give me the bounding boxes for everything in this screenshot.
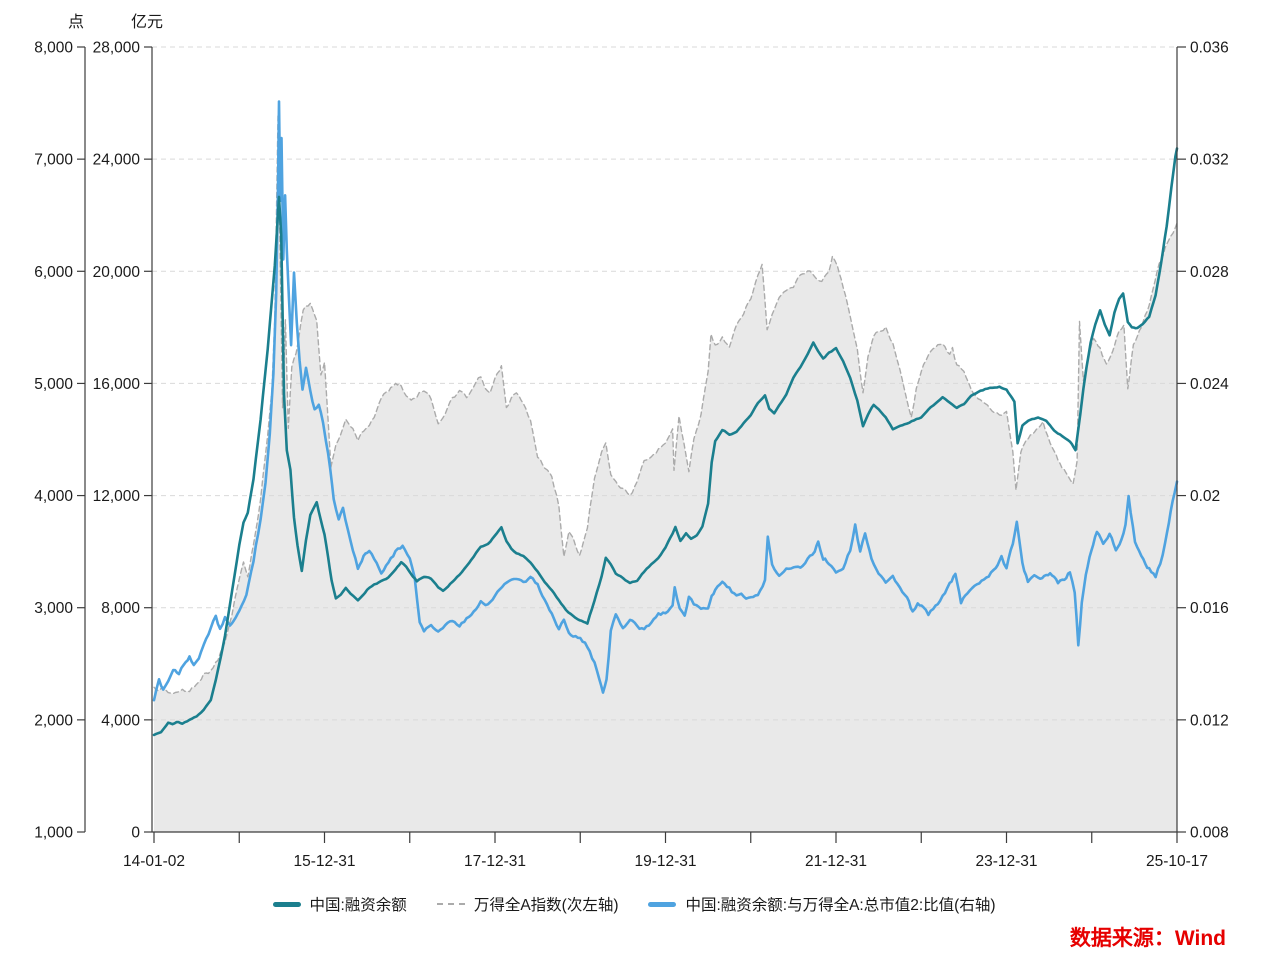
x-tick-label: 21-12-31	[805, 853, 867, 870]
chart-legend: 中国:融资余额 万得全A指数(次左轴) 中国:融资余额:与万得全A:总市值2:比…	[0, 893, 1268, 915]
x-tick-label: 19-12-31	[634, 853, 696, 870]
right-ratio-tick-label: 0.02	[1190, 488, 1220, 505]
left-points-tick-label: 4,000	[34, 488, 73, 505]
right-ratio-tick-label: 0.008	[1190, 825, 1229, 842]
right-ratio-tick-label: 0.016	[1190, 600, 1229, 617]
left-points-tick-label: 5,000	[34, 376, 73, 393]
left-yiyuan-tick-label: 12,000	[93, 488, 141, 505]
axis-unit-yiyuan: 亿元	[130, 14, 164, 31]
data-source-label: 数据来源：Wind	[1069, 927, 1226, 950]
series-line-0	[152, 147, 1179, 737]
right-ratio-tick-label: 0.032	[1190, 152, 1229, 169]
legend-label-wind-all-a-index: 万得全A指数(次左轴)	[473, 897, 619, 914]
left-yiyuan-tick-label: 24,000	[93, 152, 141, 169]
index-area-fill	[154, 115, 1177, 832]
right-ratio-tick-label: 0.024	[1190, 376, 1229, 393]
left-yiyuan-tick-label: 28,000	[93, 40, 141, 57]
x-tick-label: 25-10-17	[1146, 853, 1208, 870]
left-yiyuan-tick-label: 4,000	[101, 712, 140, 729]
right-ratio-tick-label: 0.028	[1190, 264, 1229, 281]
left-points-tick-label: 1,000	[34, 825, 73, 842]
left-points-tick-label: 2,000	[34, 712, 73, 729]
left-points-tick-label: 8,000	[34, 40, 73, 57]
left-yiyuan-tick-label: 20,000	[93, 264, 141, 281]
legend-label-margin-balance: 中国:融资余额	[309, 897, 407, 914]
left-yiyuan-tick-label: 16,000	[93, 376, 141, 393]
left-points-tick-label: 6,000	[34, 264, 73, 281]
legend-item-wind-all-a-index: 万得全A指数(次左轴)	[436, 893, 619, 915]
axis-unit-points: 点	[67, 14, 85, 31]
x-tick-label: 15-12-31	[293, 853, 355, 870]
legend-item-ratio: 中国:融资余额:与万得全A:总市值2:比值(右轴)	[648, 893, 996, 915]
legend-swatch-ratio	[648, 901, 677, 907]
legend-label-ratio: 中国:融资余额:与万得全A:总市值2:比值(右轴)	[685, 897, 996, 914]
series-line-1	[153, 114, 1178, 695]
legend-swatch-wind-all-a-index	[436, 903, 465, 905]
x-tick-label: 14-01-02	[123, 853, 185, 870]
legend-swatch-margin-balance	[272, 901, 301, 907]
x-tick-label: 17-12-31	[464, 853, 526, 870]
series-line-2	[152, 100, 1179, 702]
x-tick-label: 23-12-31	[975, 853, 1037, 870]
left-points-tick-label: 3,000	[34, 600, 73, 617]
legend-item-margin-balance: 中国:融资余额	[272, 893, 407, 915]
right-ratio-tick-label: 0.012	[1190, 712, 1229, 729]
right-ratio-tick-label: 0.036	[1190, 40, 1229, 57]
left-points-tick-label: 7,000	[34, 152, 73, 169]
left-yiyuan-tick-label: 0	[131, 825, 140, 842]
left-yiyuan-tick-label: 8,000	[101, 600, 140, 617]
